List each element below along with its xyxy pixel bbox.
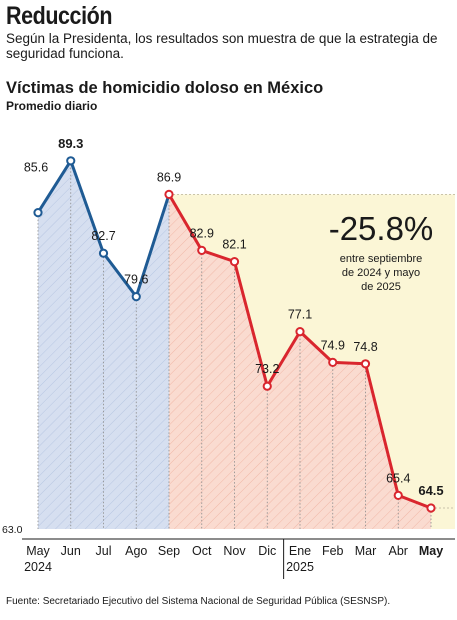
- subheadline: Según la Presidenta, los resultados son …: [6, 31, 438, 61]
- x-tick-label: May: [419, 544, 443, 558]
- value-label: 64.5: [418, 483, 443, 498]
- y-baseline-label: 63.0: [2, 524, 23, 536]
- change-note-line: de 2025: [361, 281, 401, 293]
- chart-title: Víctimas de homicidio doloso en México: [6, 79, 324, 97]
- x-tick-label: Mar: [355, 544, 377, 558]
- data-point: [360, 359, 371, 369]
- change-percentage: -25.8%: [329, 210, 434, 247]
- x-tick-label: Nov: [223, 544, 246, 558]
- data-point: [197, 245, 207, 255]
- data-point: [328, 357, 338, 367]
- x-year-label: 2025: [286, 560, 314, 574]
- value-label: 82.9: [190, 226, 214, 240]
- x-tick-label: Jul: [96, 544, 112, 558]
- data-points: [33, 156, 436, 513]
- value-label: 77.1: [288, 308, 312, 322]
- data-point: [426, 503, 436, 513]
- data-point: [164, 189, 174, 199]
- x-tick-label: May: [26, 544, 50, 558]
- x-tick-label: Ago: [125, 544, 147, 558]
- value-labels: 85.6 89.3 82.7 79.6 86.9 82.9 82.1 73.2 77.1 74.9…: [24, 136, 444, 498]
- change-note-line: entre septiembre: [340, 253, 423, 265]
- value-label: 79.6: [124, 273, 148, 287]
- data-point: [66, 156, 76, 166]
- drop-lines: [37, 160, 432, 529]
- x-tick-label: Oct: [192, 544, 212, 558]
- data-point: [262, 381, 272, 391]
- x-tick-label: Jun: [61, 544, 81, 558]
- value-label: 65.4: [386, 471, 410, 485]
- headline: Reducción: [6, 2, 113, 30]
- change-note-line: de 2024 y mayo: [342, 267, 420, 279]
- value-label: 73.2: [255, 362, 279, 376]
- chart-subtitle: Promedio diario: [6, 99, 98, 113]
- x-tick-label: Ene: [289, 544, 311, 558]
- value-label: 74.9: [321, 338, 345, 352]
- value-label: 82.7: [91, 229, 115, 243]
- data-point: [229, 257, 240, 267]
- value-label: 82.1: [222, 238, 246, 252]
- data-point: [33, 208, 43, 218]
- data-point: [131, 292, 141, 302]
- x-tick-label: Abr: [389, 544, 408, 558]
- data-point: [295, 327, 305, 337]
- data-point: [393, 490, 403, 500]
- data-point: [98, 248, 109, 258]
- x-tick-label: Dic: [258, 544, 276, 558]
- source-note: Fuente: Secretariado Ejecutivo del Siste…: [6, 596, 391, 607]
- value-label: 85.6: [24, 161, 48, 175]
- x-tick-label: Sep: [158, 544, 180, 558]
- value-label: 89.3: [58, 136, 83, 151]
- x-year-label: 2024: [24, 560, 52, 574]
- value-label: 86.9: [157, 170, 181, 184]
- annotation: -25.8% entre septiembre de 2024 y mayo de 2…: [329, 210, 434, 293]
- x-tick-label: Feb: [322, 544, 344, 558]
- value-label: 74.8: [353, 340, 377, 354]
